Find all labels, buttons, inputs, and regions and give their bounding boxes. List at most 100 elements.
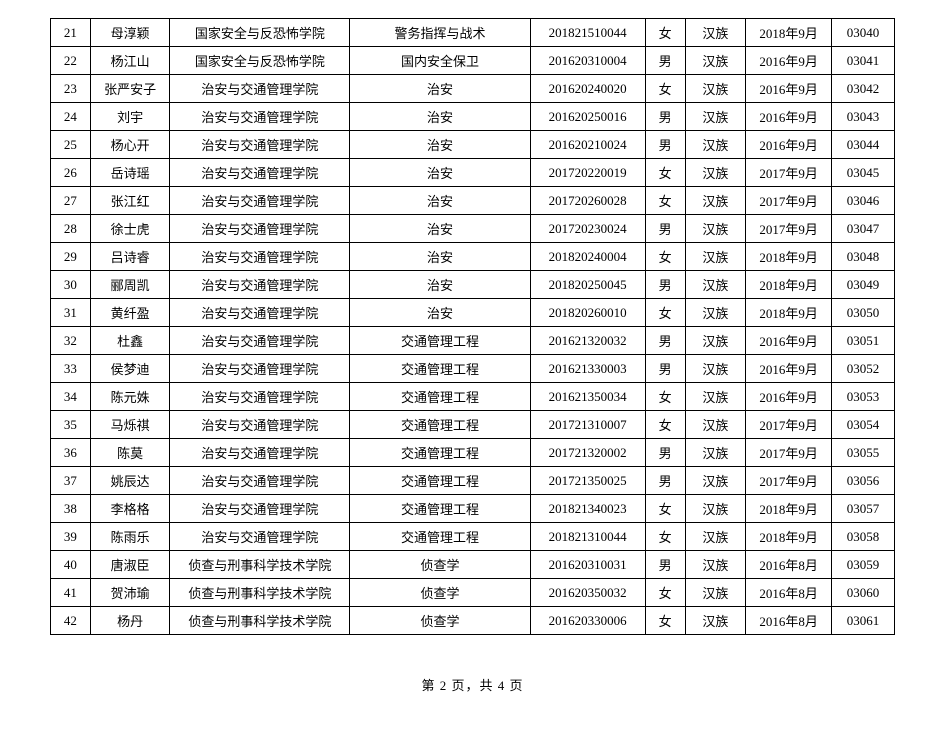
table-cell: 201720260028 <box>530 187 645 215</box>
table-cell: 岳诗瑶 <box>90 159 170 187</box>
table-cell: 03058 <box>832 523 895 551</box>
table-row: 27张江红治安与交通管理学院治安201720260028女汉族2017年9月03… <box>51 187 895 215</box>
table-cell: 29 <box>51 243 91 271</box>
table-cell: 杨心开 <box>90 131 170 159</box>
table-cell: 37 <box>51 467 91 495</box>
table-cell: 201620310004 <box>530 47 645 75</box>
table-cell: 治安与交通管理学院 <box>170 523 350 551</box>
table-cell: 治安与交通管理学院 <box>170 299 350 327</box>
table-cell: 侦查与刑事科学技术学院 <box>170 607 350 635</box>
table-cell: 唐淑臣 <box>90 551 170 579</box>
table-cell: 女 <box>645 187 685 215</box>
table-cell: 国家安全与反恐怖学院 <box>170 47 350 75</box>
table-cell: 侯梦迪 <box>90 355 170 383</box>
table-cell: 治安 <box>350 131 530 159</box>
table-cell: 汉族 <box>685 299 746 327</box>
table-cell: 汉族 <box>685 131 746 159</box>
table-cell: 治安 <box>350 75 530 103</box>
table-cell: 201721310007 <box>530 411 645 439</box>
table-cell: 治安与交通管理学院 <box>170 495 350 523</box>
table-cell: 男 <box>645 271 685 299</box>
table-cell: 03044 <box>832 131 895 159</box>
table-cell: 汉族 <box>685 551 746 579</box>
table-cell: 男 <box>645 467 685 495</box>
table-row: 38李格格治安与交通管理学院交通管理工程201821340023女汉族2018年… <box>51 495 895 523</box>
table-cell: 汉族 <box>685 103 746 131</box>
table-cell: 男 <box>645 355 685 383</box>
table-cell: 陈元姝 <box>90 383 170 411</box>
table-cell: 2016年9月 <box>746 327 832 355</box>
table-cell: 03059 <box>832 551 895 579</box>
table-cell: 03056 <box>832 467 895 495</box>
table-cell: 41 <box>51 579 91 607</box>
table-cell: 汉族 <box>685 495 746 523</box>
table-cell: 23 <box>51 75 91 103</box>
table-cell: 201620210024 <box>530 131 645 159</box>
table-cell: 女 <box>645 383 685 411</box>
table-cell: 27 <box>51 187 91 215</box>
table-cell: 2016年9月 <box>746 75 832 103</box>
table-cell: 女 <box>645 495 685 523</box>
table-row: 29吕诗睿治安与交通管理学院治安201820240004女汉族2018年9月03… <box>51 243 895 271</box>
table-cell: 201620250016 <box>530 103 645 131</box>
table-row: 28徐士虎治安与交通管理学院治安201720230024男汉族2017年9月03… <box>51 215 895 243</box>
table-cell: 201821340023 <box>530 495 645 523</box>
table-cell: 交通管理工程 <box>350 411 530 439</box>
table-cell: 治安 <box>350 215 530 243</box>
table-cell: 母淳颖 <box>90 19 170 47</box>
table-cell: 2016年9月 <box>746 355 832 383</box>
table-cell: 汉族 <box>685 159 746 187</box>
table-cell: 22 <box>51 47 91 75</box>
table-cell: 39 <box>51 523 91 551</box>
table-cell: 03045 <box>832 159 895 187</box>
table-cell: 2017年9月 <box>746 159 832 187</box>
table-cell: 女 <box>645 411 685 439</box>
table-cell: 2016年9月 <box>746 47 832 75</box>
table-cell: 女 <box>645 299 685 327</box>
table-cell: 30 <box>51 271 91 299</box>
table-cell: 28 <box>51 215 91 243</box>
table-row: 22杨江山国家安全与反恐怖学院国内安全保卫201620310004男汉族2016… <box>51 47 895 75</box>
table-cell: 女 <box>645 159 685 187</box>
table-cell: 治安 <box>350 187 530 215</box>
table-cell: 治安与交通管理学院 <box>170 271 350 299</box>
table-cell: 女 <box>645 243 685 271</box>
table-cell: 杨丹 <box>90 607 170 635</box>
table-cell: 男 <box>645 103 685 131</box>
table-cell: 治安与交通管理学院 <box>170 243 350 271</box>
table-cell: 40 <box>51 551 91 579</box>
table-cell: 汉族 <box>685 383 746 411</box>
table-cell: 汉族 <box>685 579 746 607</box>
table-cell: 郦周凯 <box>90 271 170 299</box>
table-cell: 42 <box>51 607 91 635</box>
table-cell: 男 <box>645 327 685 355</box>
table-cell: 汉族 <box>685 607 746 635</box>
table-cell: 治安 <box>350 243 530 271</box>
table-row: 36陈莫治安与交通管理学院交通管理工程201721320002男汉族2017年9… <box>51 439 895 467</box>
table-cell: 治安与交通管理学院 <box>170 467 350 495</box>
table-cell: 2018年9月 <box>746 19 832 47</box>
table-row: 25杨心开治安与交通管理学院治安201620210024男汉族2016年9月03… <box>51 131 895 159</box>
table-cell: 交通管理工程 <box>350 523 530 551</box>
table-cell: 25 <box>51 131 91 159</box>
table-cell: 治安与交通管理学院 <box>170 439 350 467</box>
table-cell: 交通管理工程 <box>350 495 530 523</box>
table-cell: 黄纤盈 <box>90 299 170 327</box>
table-row: 42杨丹侦查与刑事科学技术学院侦查学201620330006女汉族2016年8月… <box>51 607 895 635</box>
table-cell: 2018年9月 <box>746 495 832 523</box>
table-cell: 侦查学 <box>350 551 530 579</box>
table-cell: 侦查与刑事科学技术学院 <box>170 551 350 579</box>
table-cell: 杨江山 <box>90 47 170 75</box>
table-cell: 汉族 <box>685 243 746 271</box>
table-cell: 2016年9月 <box>746 383 832 411</box>
data-table: 21母淳颖国家安全与反恐怖学院警务指挥与战术201821510044女汉族201… <box>50 18 895 635</box>
table-cell: 汉族 <box>685 271 746 299</box>
table-cell: 汉族 <box>685 523 746 551</box>
table-cell: 32 <box>51 327 91 355</box>
table-cell: 2018年9月 <box>746 243 832 271</box>
table-cell: 201621320032 <box>530 327 645 355</box>
table-cell: 2017年9月 <box>746 411 832 439</box>
table-cell: 2018年9月 <box>746 523 832 551</box>
table-cell: 警务指挥与战术 <box>350 19 530 47</box>
page-indicator: 第 2 页，共 4 页 <box>421 678 523 693</box>
